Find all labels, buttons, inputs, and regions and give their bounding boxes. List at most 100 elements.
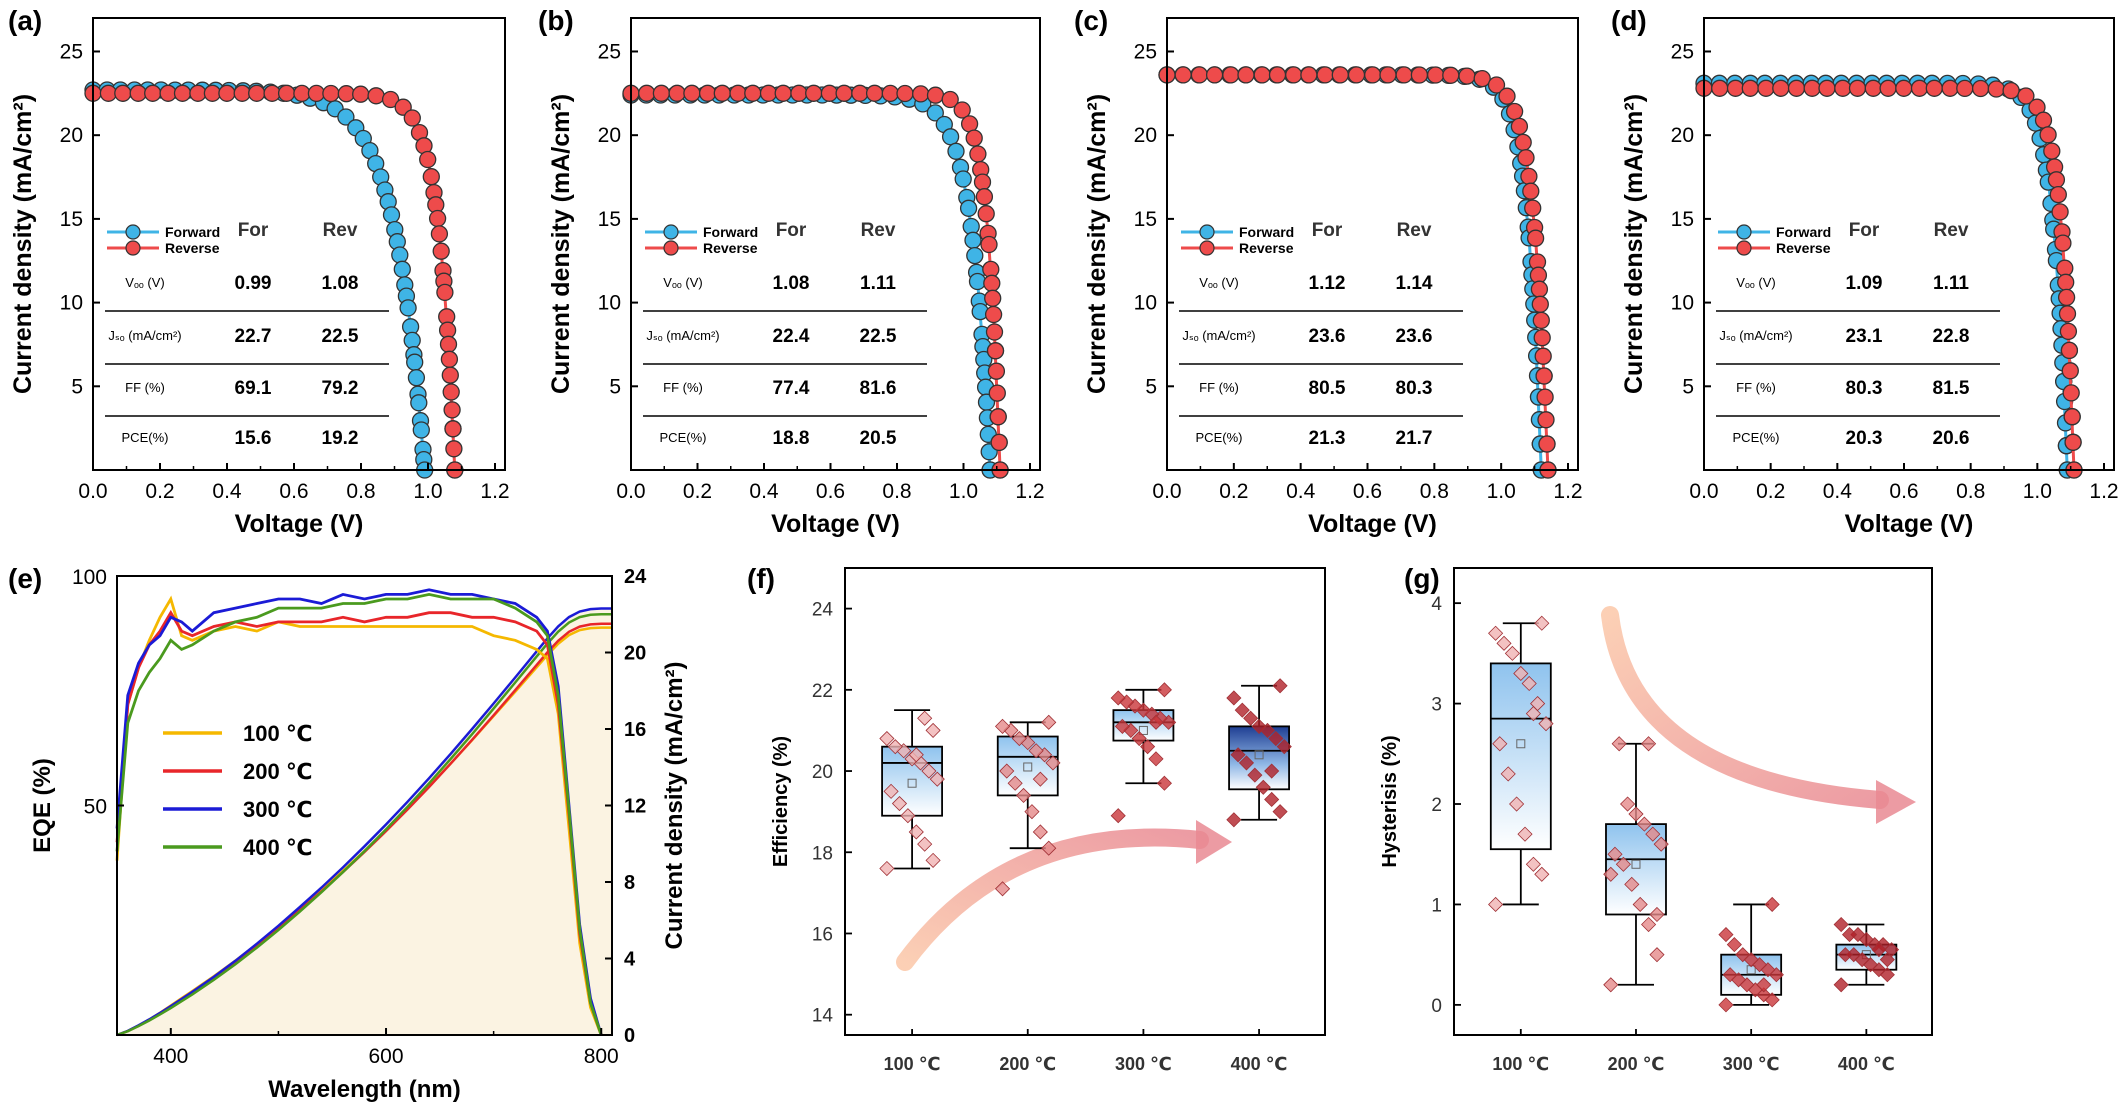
legend-entry: 400 ℃	[243, 835, 312, 860]
plot-frame	[630, 17, 1041, 471]
y-tick-label: 50	[84, 796, 107, 819]
y-tick-label: 15	[1671, 208, 1694, 231]
data-point-reverse	[1971, 79, 1990, 98]
table-cell-for: 15.6	[235, 428, 272, 449]
y-tick-label: 25	[1134, 40, 1157, 63]
panel-label: (g)	[1404, 563, 1440, 594]
data-point-reverse	[638, 84, 656, 102]
x-tick-label: 1.0	[949, 480, 978, 503]
y-tick-label: 20	[598, 124, 621, 147]
data-point-reverse	[1498, 87, 1516, 105]
data-point	[1268, 730, 1284, 747]
data-point-forward	[959, 199, 978, 217]
data-point-reverse	[337, 85, 355, 103]
data-point-forward	[391, 246, 409, 264]
data-point-reverse	[1364, 66, 1382, 84]
data-point	[1525, 856, 1541, 872]
data-point-reverse	[2043, 142, 2061, 160]
data-point-reverse	[1757, 79, 1775, 97]
data-point-reverse	[1726, 79, 1745, 97]
data-point-reverse	[2002, 81, 2020, 100]
data-point	[1641, 736, 1657, 752]
data-point-forward	[964, 231, 982, 249]
data-point	[879, 860, 895, 877]
x-tick-label: 1.0	[2023, 480, 2052, 503]
trend-arrow-shaft	[896, 828, 1209, 971]
data-point-reverse	[352, 85, 370, 103]
data-point-reverse	[926, 86, 945, 104]
x-tick-label: 1.2	[480, 480, 509, 503]
x-tick-label: 200 ℃	[999, 1054, 1056, 1074]
data-point	[1645, 826, 1661, 842]
eqe-line	[115, 592, 603, 1036]
x-tick-label: 100 ℃	[884, 1054, 941, 1074]
data-point-reverse	[1818, 79, 1836, 97]
y-tick-label: 20	[812, 762, 833, 783]
data-point	[1841, 927, 1858, 943]
table-row-label: PCE(%)	[1733, 430, 1780, 445]
data-point	[1028, 743, 1044, 759]
table-cell-for: 69.1	[235, 378, 272, 399]
data-point-reverse	[428, 209, 447, 228]
data-point	[994, 881, 1011, 897]
data-point-reverse	[445, 440, 463, 458]
plot-frame	[1703, 17, 2115, 471]
series-line-forward	[1167, 73, 1543, 470]
integrated-current-line	[116, 613, 612, 1037]
data-point	[994, 718, 1011, 734]
data-point	[1517, 826, 1533, 842]
y2-tick-label: 24	[624, 566, 647, 588]
x-tick-label: 1.0	[1487, 480, 1516, 503]
data-point	[1247, 767, 1263, 783]
y-axis-label: Current density (mA/cm²)	[547, 94, 575, 394]
data-point-reverse	[988, 384, 1006, 402]
legend-marker	[125, 240, 141, 256]
data-point	[1879, 952, 1895, 968]
legend-entry: Reverse	[165, 240, 220, 256]
data-point-forward	[403, 331, 421, 350]
data-point-reverse	[1410, 66, 1429, 84]
data-point	[1156, 775, 1172, 791]
legend-marker	[1199, 224, 1215, 240]
y-tick-label: 5	[609, 375, 621, 398]
integrated-current-line	[116, 607, 612, 1037]
data-point-reverse	[114, 84, 132, 102]
data-point-reverse	[1300, 66, 1318, 84]
data-point-reverse	[987, 362, 1006, 380]
data-point-reverse	[1711, 79, 1729, 97]
data-point	[1140, 739, 1156, 755]
data-point	[917, 836, 933, 852]
x-tick-label: 800	[584, 1045, 619, 1068]
data-point	[1041, 714, 1057, 730]
x-axis-label: Voltage (V)	[771, 510, 900, 538]
data-point-reverse	[1530, 280, 1549, 298]
data-point-reverse	[713, 84, 731, 102]
panel-label: (a)	[8, 5, 42, 36]
jv-panel-a: (a) 0.0 0.2 0.4 0.6 0.8 1.0 1.2 5 10 15 20 25 Voltage…	[8, 5, 510, 538]
data-point-reverse	[2049, 185, 2067, 204]
data-point-reverse	[1956, 79, 1974, 98]
data-point	[1525, 706, 1541, 722]
y-tick-label: 15	[1134, 208, 1157, 231]
legend-entry: 200 ℃	[243, 759, 312, 784]
x-tick-label: 0.4	[749, 480, 779, 503]
data-point-reverse	[652, 84, 671, 102]
data-point-reverse	[442, 383, 460, 401]
data-point-reverse	[1941, 79, 1959, 97]
data-point	[1649, 947, 1665, 963]
data-point	[925, 722, 941, 739]
data-point	[1534, 866, 1550, 882]
x-tick-label: 1.0	[413, 480, 442, 503]
box-mean	[907, 778, 917, 788]
data-point	[1603, 866, 1619, 882]
y-axis-label: EQE (%)	[29, 758, 56, 853]
data-point-reverse	[440, 350, 459, 368]
x-tick-label: 0.0	[1689, 480, 1718, 503]
data-point-reverse	[203, 84, 222, 102]
y-tick-label: 100	[72, 566, 107, 589]
data-point-reverse	[1222, 66, 1240, 84]
data-point-reverse	[1190, 66, 1209, 84]
data-point-reverse	[1347, 66, 1366, 84]
y-tick-label: 25	[60, 40, 83, 63]
